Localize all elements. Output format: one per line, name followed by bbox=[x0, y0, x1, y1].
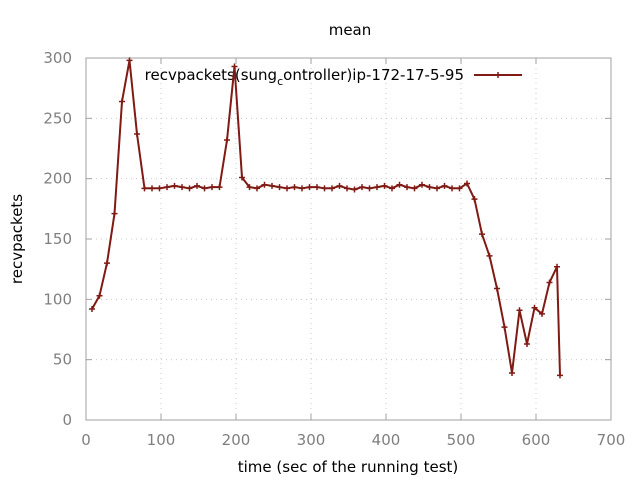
data-point bbox=[501, 324, 508, 331]
y-tick-label: 150 bbox=[43, 230, 72, 248]
data-point bbox=[509, 369, 515, 376]
y-tick-label: 100 bbox=[43, 290, 72, 308]
data-point bbox=[186, 185, 193, 192]
data-point bbox=[381, 182, 388, 189]
data-point bbox=[524, 340, 530, 347]
data-point bbox=[149, 185, 155, 192]
series-layer bbox=[89, 57, 563, 379]
data-point bbox=[216, 184, 223, 191]
data-point bbox=[164, 184, 170, 191]
data-point bbox=[441, 182, 448, 189]
x-tick-label: 300 bbox=[297, 431, 326, 449]
data-point bbox=[231, 63, 238, 70]
data-point bbox=[314, 184, 320, 191]
data-point bbox=[554, 263, 560, 270]
data-point bbox=[449, 185, 455, 192]
data-point bbox=[179, 184, 185, 191]
data-point bbox=[96, 292, 103, 299]
data-point bbox=[119, 98, 125, 105]
y-tick-label: 200 bbox=[43, 170, 72, 188]
data-point bbox=[89, 305, 95, 312]
data-point bbox=[321, 185, 328, 192]
data-point bbox=[194, 182, 200, 189]
data-point bbox=[411, 185, 418, 192]
data-point bbox=[374, 184, 380, 191]
y-tick-label: 0 bbox=[62, 411, 72, 429]
x-tick-label: 500 bbox=[447, 431, 476, 449]
data-point bbox=[557, 372, 563, 379]
data-point bbox=[276, 184, 283, 191]
data-point bbox=[104, 260, 110, 267]
data-point bbox=[539, 310, 545, 317]
data-point bbox=[404, 184, 410, 191]
y-axis-label: recvpackets bbox=[8, 194, 26, 284]
data-point bbox=[111, 210, 118, 217]
grid-lines bbox=[86, 58, 611, 420]
data-point bbox=[494, 285, 500, 292]
data-point bbox=[516, 307, 523, 314]
x-tick-labels: 0 100 200 300 400 500 600 700 bbox=[81, 431, 625, 449]
x-tick-label: 100 bbox=[147, 431, 176, 449]
legend-label-subscript: c bbox=[277, 75, 283, 88]
data-point bbox=[434, 185, 440, 192]
x-tick-label: 600 bbox=[522, 431, 551, 449]
plot-frame bbox=[85, 57, 612, 421]
data-point bbox=[546, 279, 553, 286]
data-point bbox=[456, 185, 463, 192]
data-point bbox=[531, 304, 538, 311]
data-point bbox=[426, 184, 433, 191]
data-point bbox=[239, 174, 245, 181]
axis-ticks bbox=[85, 57, 612, 421]
data-point bbox=[126, 57, 133, 64]
data-point bbox=[471, 196, 478, 203]
chart-title: mean bbox=[329, 21, 372, 39]
data-point bbox=[299, 185, 305, 192]
data-point bbox=[209, 184, 215, 191]
data-point bbox=[479, 231, 485, 238]
data-point bbox=[464, 180, 470, 187]
data-point bbox=[284, 185, 290, 192]
x-axis-label: time (sec of the running test) bbox=[238, 458, 459, 476]
legend: recvpackets(sungcontroller)ip-172-17-5-9… bbox=[145, 66, 522, 88]
y-tick-label: 300 bbox=[43, 49, 72, 67]
x-tick-label: 700 bbox=[597, 431, 626, 449]
legend-label-part-1: recvpackets(sung bbox=[145, 66, 277, 84]
data-point bbox=[366, 185, 373, 192]
data-point bbox=[171, 182, 178, 189]
data-point bbox=[254, 185, 260, 192]
data-point bbox=[269, 182, 275, 189]
data-point bbox=[156, 185, 163, 192]
data-point bbox=[261, 181, 268, 188]
data-point bbox=[306, 184, 313, 191]
data-point bbox=[419, 181, 425, 188]
x-tick-label: 0 bbox=[81, 431, 91, 449]
series-line bbox=[91, 59, 561, 376]
legend-label-part-2: ontroller)ip-172-17-5-95 bbox=[283, 66, 464, 84]
data-point bbox=[359, 184, 365, 191]
data-point bbox=[396, 181, 403, 188]
y-tick-label: 50 bbox=[53, 351, 72, 369]
data-point bbox=[134, 131, 140, 138]
y-tick-labels: 0 50 100 150 200 250 300 bbox=[43, 49, 72, 429]
data-point bbox=[201, 185, 208, 192]
data-point bbox=[329, 185, 335, 192]
data-point bbox=[344, 185, 350, 192]
data-point bbox=[224, 137, 230, 144]
x-tick-label: 200 bbox=[222, 431, 251, 449]
x-tick-label: 400 bbox=[372, 431, 401, 449]
legend-label: recvpackets(sungcontroller)ip-172-17-5-9… bbox=[145, 66, 464, 88]
legend-marker bbox=[495, 72, 501, 78]
data-point bbox=[336, 182, 343, 189]
data-point bbox=[389, 185, 395, 192]
y-tick-label: 250 bbox=[43, 109, 72, 127]
data-point bbox=[486, 252, 493, 259]
data-point bbox=[246, 184, 253, 191]
data-point bbox=[351, 186, 358, 193]
data-point bbox=[141, 185, 148, 192]
data-point bbox=[291, 184, 298, 191]
